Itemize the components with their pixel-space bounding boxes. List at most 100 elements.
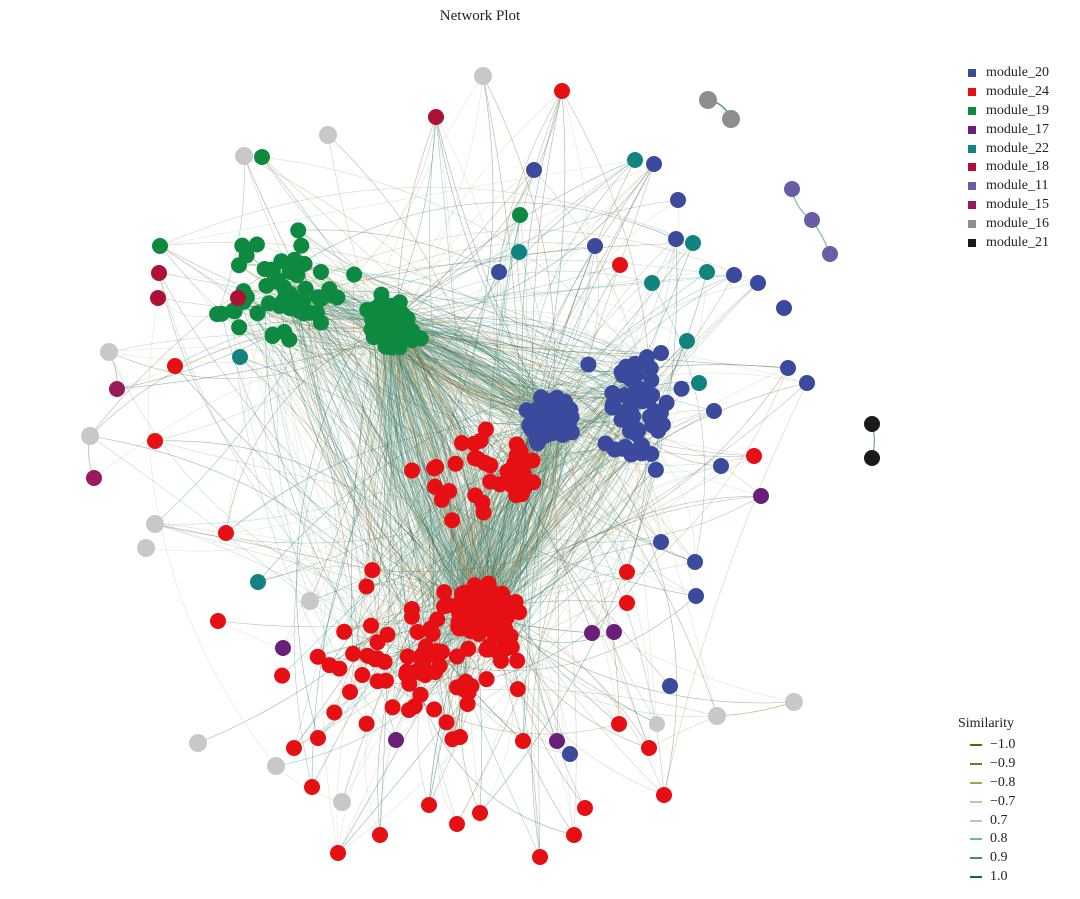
similarity-item: 0.7 xyxy=(958,811,1015,830)
network-node xyxy=(699,91,717,109)
network-edge xyxy=(424,397,635,676)
network-edge xyxy=(375,324,487,680)
network-node xyxy=(388,732,404,748)
network-edge xyxy=(283,300,367,587)
network-node xyxy=(549,733,565,749)
network-node xyxy=(526,162,542,178)
legend-swatch xyxy=(968,182,976,191)
network-node xyxy=(643,372,660,389)
similarity-legend: Similarity −1.0 −0.9 −0.8 −0.7 0.7 0.8 0.9 1.0 xyxy=(958,716,1015,886)
network-edge xyxy=(268,303,368,656)
network-edge xyxy=(305,288,630,399)
network-edge xyxy=(320,322,469,616)
network-edge xyxy=(116,333,405,390)
network-node xyxy=(386,297,403,314)
legend-item-module_19: module_19 xyxy=(968,102,1049,121)
network-edge xyxy=(116,163,655,390)
network-edge xyxy=(239,324,377,338)
network-edge xyxy=(638,430,696,563)
network-edge xyxy=(559,274,735,428)
network-edge xyxy=(302,300,546,433)
legend-label: module_19 xyxy=(986,102,1049,118)
network-edge xyxy=(371,90,563,320)
network-edge xyxy=(298,230,381,305)
network-node xyxy=(304,779,320,795)
network-edge xyxy=(487,453,652,650)
network-edge xyxy=(159,241,627,412)
network-edge xyxy=(243,301,363,676)
network-edge xyxy=(591,453,643,634)
network-edge xyxy=(389,321,463,595)
network-edge xyxy=(257,409,527,583)
network-node xyxy=(459,696,476,712)
network-edge xyxy=(398,332,520,479)
network-edge xyxy=(370,317,403,626)
network-node xyxy=(231,257,247,274)
network-edge xyxy=(547,429,696,563)
network-edge xyxy=(283,300,496,609)
network-edge xyxy=(403,317,484,595)
network-node xyxy=(444,512,461,529)
network-edge xyxy=(504,465,722,606)
network-node xyxy=(297,280,314,297)
network-edge xyxy=(225,421,545,534)
legend-item-module_11: module_11 xyxy=(968,177,1049,196)
network-node xyxy=(290,222,307,239)
network-edge xyxy=(494,428,539,602)
legend-label: module_15 xyxy=(986,196,1049,212)
network-node xyxy=(499,463,516,480)
network-edge xyxy=(397,330,620,725)
network-edge xyxy=(320,271,638,430)
legend-item-module_20: module_20 xyxy=(968,64,1049,83)
network-edge xyxy=(482,431,555,595)
network-node xyxy=(447,455,464,472)
network-node xyxy=(611,716,627,732)
network-edge xyxy=(403,317,544,415)
network-edge xyxy=(446,424,664,723)
network-edge xyxy=(477,407,613,460)
network-edge xyxy=(296,275,462,602)
network-edge xyxy=(540,271,708,398)
network-edge xyxy=(283,300,614,405)
network-node xyxy=(295,292,311,309)
network-edge xyxy=(197,471,508,744)
network-edge xyxy=(397,330,755,466)
network-edge xyxy=(268,229,759,304)
network-edge xyxy=(392,323,625,396)
network-node xyxy=(640,392,657,409)
network-edge xyxy=(378,332,483,503)
network-edge xyxy=(435,116,555,416)
network-node xyxy=(604,399,621,416)
network-edge xyxy=(296,275,459,627)
network-node xyxy=(649,716,665,732)
network-node xyxy=(639,349,655,366)
network-node xyxy=(613,364,630,381)
network-edge xyxy=(393,316,543,410)
legend-item-module_24: module_24 xyxy=(968,83,1049,102)
network-edge xyxy=(158,272,473,611)
network-node xyxy=(275,292,292,309)
network-node xyxy=(345,645,362,662)
network-node xyxy=(646,156,662,172)
network-edge xyxy=(392,333,491,606)
network-edge xyxy=(511,425,530,648)
network-edge xyxy=(392,332,789,369)
network-edge xyxy=(522,406,555,742)
network-node xyxy=(249,305,266,322)
network-edge xyxy=(399,329,465,593)
network-edge xyxy=(385,680,620,735)
network-edge xyxy=(145,468,435,552)
network-edge xyxy=(377,329,425,643)
network-edge xyxy=(538,430,696,563)
network-edge xyxy=(494,443,606,594)
network-edge xyxy=(368,320,390,660)
network-node xyxy=(449,648,465,665)
network-edge xyxy=(393,316,561,407)
network-node xyxy=(354,667,371,683)
network-node xyxy=(562,746,578,762)
network-edge xyxy=(390,313,627,367)
network-edge xyxy=(391,319,463,595)
network-node xyxy=(687,554,703,570)
network-edge xyxy=(549,423,560,742)
network-edge xyxy=(399,169,535,333)
